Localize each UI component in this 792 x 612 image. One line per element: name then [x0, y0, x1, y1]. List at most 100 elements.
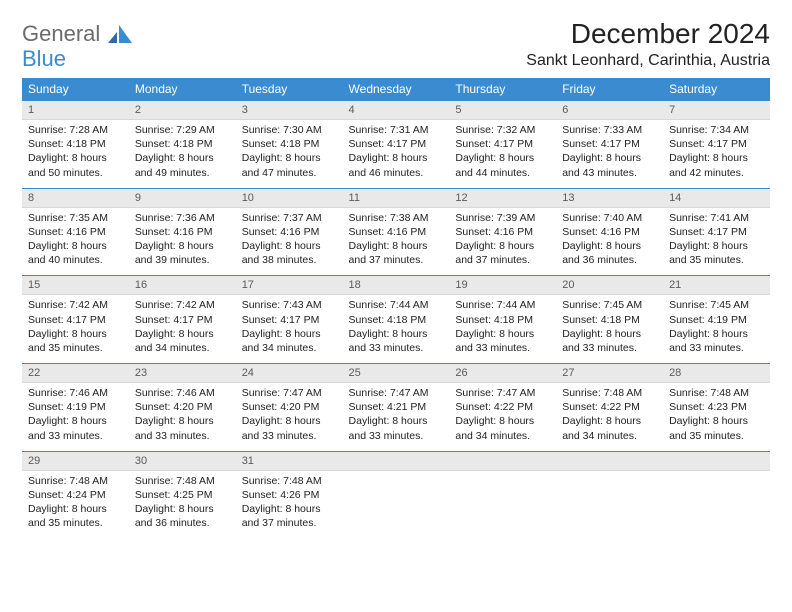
calendar-body: 1Sunrise: 7:28 AMSunset: 4:18 PMDaylight…: [22, 101, 770, 539]
sunset-text: Sunset: 4:17 PM: [135, 313, 230, 327]
daylight-text-line2: and 33 minutes.: [28, 429, 123, 443]
calendar-day-cell: [449, 451, 556, 538]
day-number: 29: [22, 452, 129, 471]
day-data: Sunrise: 7:43 AMSunset: 4:17 PMDaylight:…: [236, 295, 343, 363]
day-number: 7: [663, 101, 770, 120]
sunrise-text: Sunrise: 7:33 AM: [562, 123, 657, 137]
day-data: Sunrise: 7:37 AMSunset: 4:16 PMDaylight:…: [236, 208, 343, 276]
sunrise-text: Sunrise: 7:43 AM: [242, 298, 337, 312]
sunrise-text: Sunrise: 7:36 AM: [135, 211, 230, 225]
daylight-text-line1: Daylight: 8 hours: [455, 151, 550, 165]
calendar-day-cell: 15Sunrise: 7:42 AMSunset: 4:17 PMDayligh…: [22, 276, 129, 364]
day-data: Sunrise: 7:35 AMSunset: 4:16 PMDaylight:…: [22, 208, 129, 276]
daylight-text-line2: and 46 minutes.: [349, 166, 444, 180]
day-number: 6: [556, 101, 663, 120]
daylight-text-line1: Daylight: 8 hours: [669, 414, 764, 428]
daylight-text-line2: and 34 minutes.: [455, 429, 550, 443]
daylight-text-line2: and 39 minutes.: [135, 253, 230, 267]
daylight-text-line1: Daylight: 8 hours: [349, 327, 444, 341]
sunrise-text: Sunrise: 7:46 AM: [135, 386, 230, 400]
day-number: [343, 452, 450, 471]
daylight-text-line2: and 47 minutes.: [242, 166, 337, 180]
daylight-text-line2: and 37 minutes.: [242, 516, 337, 530]
daylight-text-line2: and 40 minutes.: [28, 253, 123, 267]
daylight-text-line2: and 44 minutes.: [455, 166, 550, 180]
calendar-day-cell: 19Sunrise: 7:44 AMSunset: 4:18 PMDayligh…: [449, 276, 556, 364]
day-number: 16: [129, 276, 236, 295]
day-data: Sunrise: 7:48 AMSunset: 4:25 PMDaylight:…: [129, 471, 236, 539]
day-number: 31: [236, 452, 343, 471]
sunrise-text: Sunrise: 7:29 AM: [135, 123, 230, 137]
sunset-text: Sunset: 4:18 PM: [135, 137, 230, 151]
daylight-text-line2: and 33 minutes.: [349, 429, 444, 443]
daylight-text-line1: Daylight: 8 hours: [135, 239, 230, 253]
day-number: 24: [236, 364, 343, 383]
calendar-table: SundayMondayTuesdayWednesdayThursdayFrid…: [22, 78, 770, 538]
day-data: Sunrise: 7:47 AMSunset: 4:21 PMDaylight:…: [343, 383, 450, 451]
sunset-text: Sunset: 4:16 PM: [28, 225, 123, 239]
sunrise-text: Sunrise: 7:47 AM: [242, 386, 337, 400]
weekday-header: Friday: [556, 78, 663, 101]
day-data: Sunrise: 7:47 AMSunset: 4:20 PMDaylight:…: [236, 383, 343, 451]
daylight-text-line1: Daylight: 8 hours: [349, 151, 444, 165]
calendar-day-cell: 18Sunrise: 7:44 AMSunset: 4:18 PMDayligh…: [343, 276, 450, 364]
day-number: 23: [129, 364, 236, 383]
day-number: 30: [129, 452, 236, 471]
day-number: [556, 452, 663, 471]
calendar-day-cell: 24Sunrise: 7:47 AMSunset: 4:20 PMDayligh…: [236, 364, 343, 452]
sunset-text: Sunset: 4:19 PM: [28, 400, 123, 414]
day-data: Sunrise: 7:38 AMSunset: 4:16 PMDaylight:…: [343, 208, 450, 276]
day-data: [449, 471, 556, 535]
daylight-text-line2: and 33 minutes.: [669, 341, 764, 355]
day-data: Sunrise: 7:44 AMSunset: 4:18 PMDaylight:…: [449, 295, 556, 363]
daylight-text-line2: and 36 minutes.: [135, 516, 230, 530]
sunset-text: Sunset: 4:21 PM: [349, 400, 444, 414]
daylight-text-line1: Daylight: 8 hours: [28, 502, 123, 516]
day-number: 4: [343, 101, 450, 120]
weekday-header: Saturday: [663, 78, 770, 101]
day-number: 13: [556, 189, 663, 208]
sunrise-text: Sunrise: 7:40 AM: [562, 211, 657, 225]
sunset-text: Sunset: 4:19 PM: [669, 313, 764, 327]
daylight-text-line1: Daylight: 8 hours: [242, 327, 337, 341]
sunset-text: Sunset: 4:17 PM: [28, 313, 123, 327]
sunrise-text: Sunrise: 7:37 AM: [242, 211, 337, 225]
calendar-day-cell: 16Sunrise: 7:42 AMSunset: 4:17 PMDayligh…: [129, 276, 236, 364]
day-number: 28: [663, 364, 770, 383]
day-data: Sunrise: 7:46 AMSunset: 4:20 PMDaylight:…: [129, 383, 236, 451]
sunset-text: Sunset: 4:17 PM: [562, 137, 657, 151]
day-data: Sunrise: 7:48 AMSunset: 4:23 PMDaylight:…: [663, 383, 770, 451]
sunrise-text: Sunrise: 7:44 AM: [349, 298, 444, 312]
day-number: 1: [22, 101, 129, 120]
sunrise-text: Sunrise: 7:39 AM: [455, 211, 550, 225]
logo-word-blue: Blue: [22, 46, 66, 71]
calendar-day-cell: 17Sunrise: 7:43 AMSunset: 4:17 PMDayligh…: [236, 276, 343, 364]
day-data: Sunrise: 7:48 AMSunset: 4:22 PMDaylight:…: [556, 383, 663, 451]
daylight-text-line1: Daylight: 8 hours: [135, 327, 230, 341]
sunrise-text: Sunrise: 7:48 AM: [242, 474, 337, 488]
day-number: 10: [236, 189, 343, 208]
sunset-text: Sunset: 4:18 PM: [455, 313, 550, 327]
day-data: Sunrise: 7:32 AMSunset: 4:17 PMDaylight:…: [449, 120, 556, 188]
title-block: December 2024 Sankt Leonhard, Carinthia,…: [526, 18, 770, 70]
day-number: 26: [449, 364, 556, 383]
day-data: Sunrise: 7:28 AMSunset: 4:18 PMDaylight:…: [22, 120, 129, 188]
sunset-text: Sunset: 4:17 PM: [349, 137, 444, 151]
daylight-text-line1: Daylight: 8 hours: [28, 414, 123, 428]
calendar-day-cell: 20Sunrise: 7:45 AMSunset: 4:18 PMDayligh…: [556, 276, 663, 364]
calendar-day-cell: 14Sunrise: 7:41 AMSunset: 4:17 PMDayligh…: [663, 188, 770, 276]
day-data: Sunrise: 7:48 AMSunset: 4:24 PMDaylight:…: [22, 471, 129, 539]
daylight-text-line1: Daylight: 8 hours: [135, 502, 230, 516]
location: Sankt Leonhard, Carinthia, Austria: [526, 52, 770, 70]
sunrise-text: Sunrise: 7:46 AM: [28, 386, 123, 400]
day-data: Sunrise: 7:42 AMSunset: 4:17 PMDaylight:…: [22, 295, 129, 363]
calendar-day-cell: 5Sunrise: 7:32 AMSunset: 4:17 PMDaylight…: [449, 101, 556, 189]
calendar-day-cell: 28Sunrise: 7:48 AMSunset: 4:23 PMDayligh…: [663, 364, 770, 452]
sunrise-text: Sunrise: 7:41 AM: [669, 211, 764, 225]
day-number: 15: [22, 276, 129, 295]
weekday-header: Thursday: [449, 78, 556, 101]
calendar-day-cell: 21Sunrise: 7:45 AMSunset: 4:19 PMDayligh…: [663, 276, 770, 364]
day-number: 5: [449, 101, 556, 120]
day-number: 12: [449, 189, 556, 208]
sunrise-text: Sunrise: 7:30 AM: [242, 123, 337, 137]
